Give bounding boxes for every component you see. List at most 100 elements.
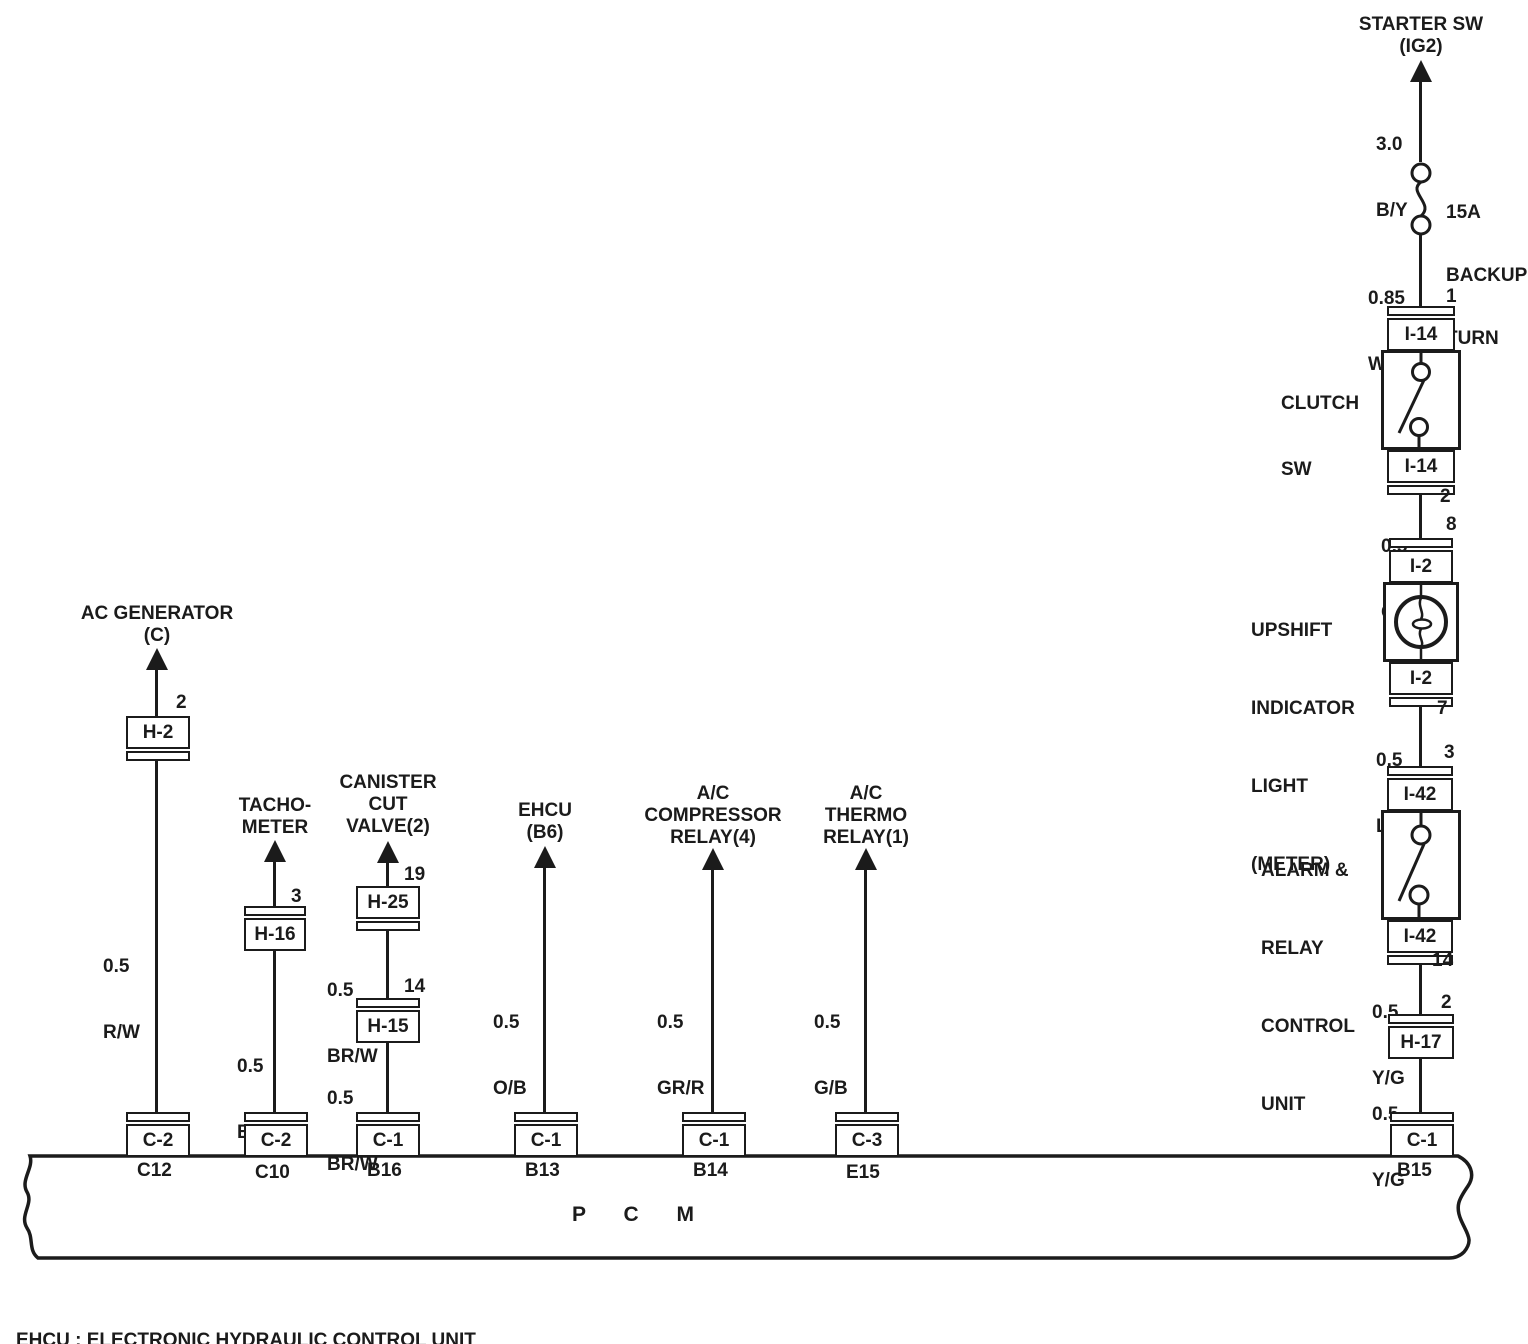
connector-h2: H-2 [126,716,190,761]
wire-segment [1419,1058,1422,1112]
connector-h25: H-25 [356,886,420,931]
wire-segment [1419,234,1422,306]
connector-strip [244,1112,308,1122]
connector-label: C-3 [835,1124,899,1157]
connector-label: I-2 [1389,662,1453,695]
connector-i2-bottom: I-2 [1389,662,1453,707]
connector-h16: H-16 [244,906,306,951]
connector-h15: H-15 [356,998,420,1043]
pin-number: 1 [1446,286,1457,307]
pcm-pin: B15 [1397,1160,1432,1181]
pcm-pin: B14 [693,1160,728,1181]
component-label-clutch-sw: CLUTCH SW [1281,393,1360,480]
connector-strip [1388,1014,1454,1024]
connector-c1: C-1 [356,1112,420,1157]
wire-segment [1419,706,1422,766]
pcm-pin: C10 [255,1162,290,1183]
connector-strip [126,751,190,761]
switch-icon [1397,353,1431,447]
connector-c1: C-1 [682,1112,746,1157]
connector-strip [356,1112,420,1122]
connector-h17: H-17 [1388,1014,1454,1059]
lamp-icon [1394,585,1448,659]
connector-label: C-2 [126,1124,190,1157]
fuse-icon [1410,162,1432,236]
wire-label: 0.5 BR/W [327,1088,378,1175]
arrow-up-icon [1410,60,1432,82]
pin-number: 19 [404,864,426,885]
pcm-pin: B16 [367,1160,402,1181]
wire-segment [1419,494,1422,538]
pin-number: 8 [1446,514,1457,535]
upshift-indicator-lamp-box [1383,582,1459,662]
pin-number: 2 [1441,992,1452,1013]
wire-label: 0.5 BR/W [327,980,378,1067]
pin-number: 3 [1444,742,1455,763]
connector-label: H-17 [1388,1026,1454,1059]
connector-label: H-2 [126,716,190,749]
arrow-up-icon [377,841,399,863]
connector-strip [682,1112,746,1122]
wire-label: 0.5 G/B [814,1012,848,1099]
component-label-alarm-relay-unit: ALARM & RELAY CONTROL UNIT [1261,860,1355,1115]
terminal-title-ac-thermo-relay: A/C THERMO RELAY(1) [823,783,909,848]
arrow-up-icon [264,840,286,862]
terminal-title-tachometer: TACHO- METER [238,795,312,838]
connector-label: H-25 [356,886,420,919]
arrow-up-icon [146,648,168,670]
pin-number: 14 [404,976,426,997]
pin-number: 2 [176,692,187,713]
pcm-outline [22,1154,1474,1260]
wire-segment [711,870,714,1112]
connector-label: I-14 [1387,450,1455,483]
pin-number: 7 [1437,698,1448,719]
wire-label: 0.5 Y/G [1372,1104,1405,1191]
connector-label: C-1 [682,1124,746,1157]
wire-segment [386,930,389,998]
connector-label: I-2 [1389,550,1453,583]
alarm-relay-switch-box [1381,810,1461,920]
clutch-switch-box [1381,350,1461,450]
connector-c2: C-2 [126,1112,190,1157]
wire-segment [386,1042,389,1112]
pcm-pin: B13 [525,1160,560,1181]
connector-c1: C-1 [1390,1112,1454,1157]
connector-label: C-1 [1390,1124,1454,1157]
wire-label: 0.5 GR/R [657,1012,705,1099]
wire-segment [386,863,389,886]
wire-segment [155,670,158,716]
arrow-up-icon [855,848,877,870]
connector-strip [126,1112,190,1122]
connector-strip [514,1112,578,1122]
wire-segment [273,950,276,1112]
connector-strip [1387,766,1453,776]
connector-strip [244,906,306,916]
wire-label: 3.0 B/Y [1376,134,1408,221]
pcm-label: P C M [572,1203,695,1226]
arrow-up-icon [702,848,724,870]
legend: EHCU : ELECTRONIC HYDRAULIC CONTROL UNIT… [16,1278,476,1344]
fuse-label: 15A BACKUP TURN [1446,202,1528,349]
wire-segment [155,760,158,1112]
terminal-title-ac-generator: AC GENERATOR (C) [80,603,234,646]
arrow-up-icon [534,846,556,868]
connector-label: C-2 [244,1124,308,1157]
connector-strip [1389,538,1453,548]
connector-c3: C-3 [835,1112,899,1157]
legend-line-ehcu: EHCU : ELECTRONIC HYDRAULIC CONTROL UNIT [16,1330,476,1344]
wire-segment [543,868,546,1112]
connector-i14-top: I-14 [1387,306,1455,351]
connector-label: H-16 [244,918,306,951]
terminal-title-ac-compressor-relay: A/C COMPRESSOR RELAY(4) [644,783,782,848]
terminal-title-canister: CANISTER CUT VALVE(2) [339,772,437,837]
connector-strip [1390,1112,1454,1122]
pin-number: 3 [291,886,302,907]
pin-number: 2 [1440,486,1451,507]
connector-label: I-42 [1387,778,1453,811]
connector-c2: C-2 [244,1112,308,1157]
terminal-title-starter-sw: STARTER SW (IG2) [1358,14,1484,57]
pin-number: 14 [1432,950,1454,971]
connector-label: I-14 [1387,318,1455,351]
connector-label: C-1 [514,1124,578,1157]
